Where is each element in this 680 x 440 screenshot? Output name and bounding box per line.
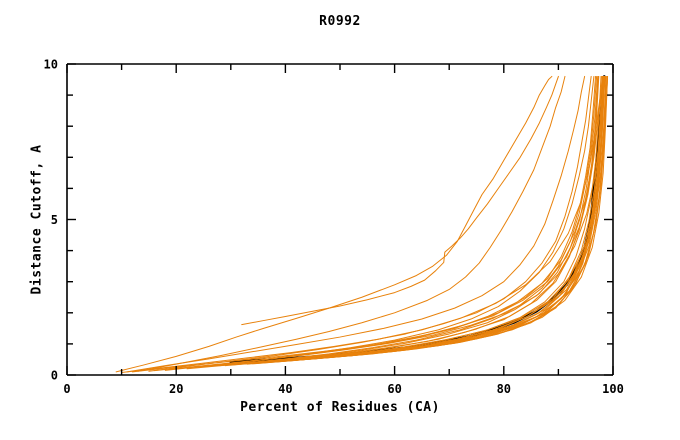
x-tick-label: 0 xyxy=(63,382,70,396)
y-tick-label: 5 xyxy=(51,213,58,227)
model-curve xyxy=(339,75,609,357)
model-curve xyxy=(186,75,599,370)
x-tick-label: 100 xyxy=(602,382,624,396)
model-curve xyxy=(273,75,604,363)
y-axis-label: Distance Cutoff, A xyxy=(29,144,45,295)
model-curve xyxy=(295,75,607,361)
tick-labels-layer: 0 20 40 60 80 100 0 5 10 xyxy=(44,58,624,397)
x-tick-label: 80 xyxy=(497,382,511,396)
model-curve xyxy=(252,75,605,365)
chart-title: R0992 xyxy=(319,14,361,29)
model-curve xyxy=(241,75,559,326)
model-curve xyxy=(257,75,603,364)
model-curve xyxy=(306,75,606,360)
model-curve xyxy=(126,75,586,373)
reference-curve xyxy=(229,75,606,364)
x-tick-label: 60 xyxy=(387,382,401,396)
model-curve xyxy=(350,75,609,357)
model-curve xyxy=(132,75,604,373)
model-curve xyxy=(121,75,604,374)
model-curve xyxy=(175,75,595,370)
model-curve xyxy=(235,75,605,365)
x-tick-label: 20 xyxy=(169,382,183,396)
model-curve xyxy=(197,75,598,368)
model-curve xyxy=(115,75,553,373)
model-curve xyxy=(153,75,604,372)
x-axis-label: Percent of Residues (CA) xyxy=(240,400,440,415)
model-curve xyxy=(170,75,606,370)
model-curve xyxy=(224,75,605,367)
y-tick-label: 0 xyxy=(51,369,58,383)
model-curve xyxy=(263,75,605,364)
x-tick-label: 40 xyxy=(278,382,292,396)
model-curve xyxy=(323,75,607,359)
series-layer xyxy=(115,75,609,374)
model-curve xyxy=(148,75,592,372)
y-tick-label: 10 xyxy=(44,58,58,72)
model-curve xyxy=(137,75,566,372)
model-curve xyxy=(164,75,597,371)
model-curve xyxy=(312,75,609,360)
model-curve xyxy=(284,75,605,362)
axes-layer xyxy=(66,63,614,376)
model-curve xyxy=(246,75,603,365)
